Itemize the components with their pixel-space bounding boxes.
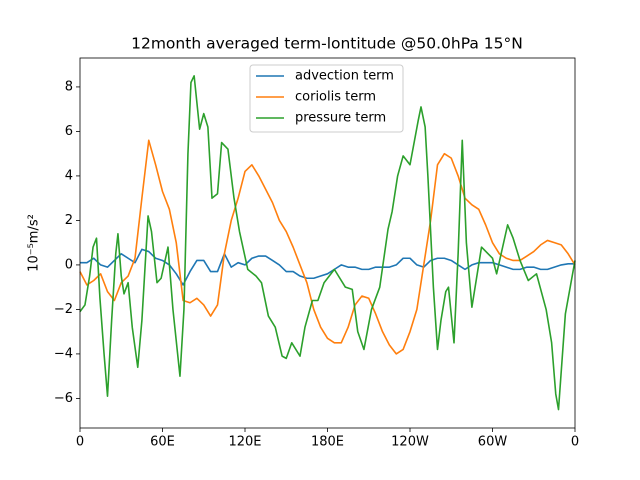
legend-label: pressure term <box>295 111 386 126</box>
y-tick-label: 8 <box>65 79 73 94</box>
y-tick-label: −2 <box>54 302 73 317</box>
legend-label: coriolis term <box>295 90 376 105</box>
x-tick-label: 0 <box>571 435 579 450</box>
x-tick-label: 120E <box>228 435 261 450</box>
y-tick-label: 0 <box>65 257 73 272</box>
legend-box <box>249 64 404 133</box>
line-series <box>79 139 576 355</box>
y-axis-label: 10⁻⁵m/s² <box>27 214 42 272</box>
y-tick-label: 4 <box>65 168 73 183</box>
line-series <box>79 75 576 411</box>
y-tick-label: 2 <box>65 213 73 228</box>
legend-label: advection term <box>295 69 394 84</box>
y-tick-label: −4 <box>54 346 73 361</box>
x-tick-label: 0 <box>76 435 84 450</box>
chart-title: 12month averaged term-lontitude @50.0hPa… <box>131 35 523 53</box>
x-tick-label: 60W <box>478 435 508 450</box>
line-series <box>80 248 575 286</box>
x-tick-label: 180E <box>311 435 344 450</box>
x-tick-label: 60E <box>150 435 175 450</box>
y-tick-label: 6 <box>65 124 73 139</box>
x-tick-label: 120W <box>391 435 429 450</box>
y-tick-label: −6 <box>54 391 73 406</box>
plot-frame <box>79 57 576 429</box>
